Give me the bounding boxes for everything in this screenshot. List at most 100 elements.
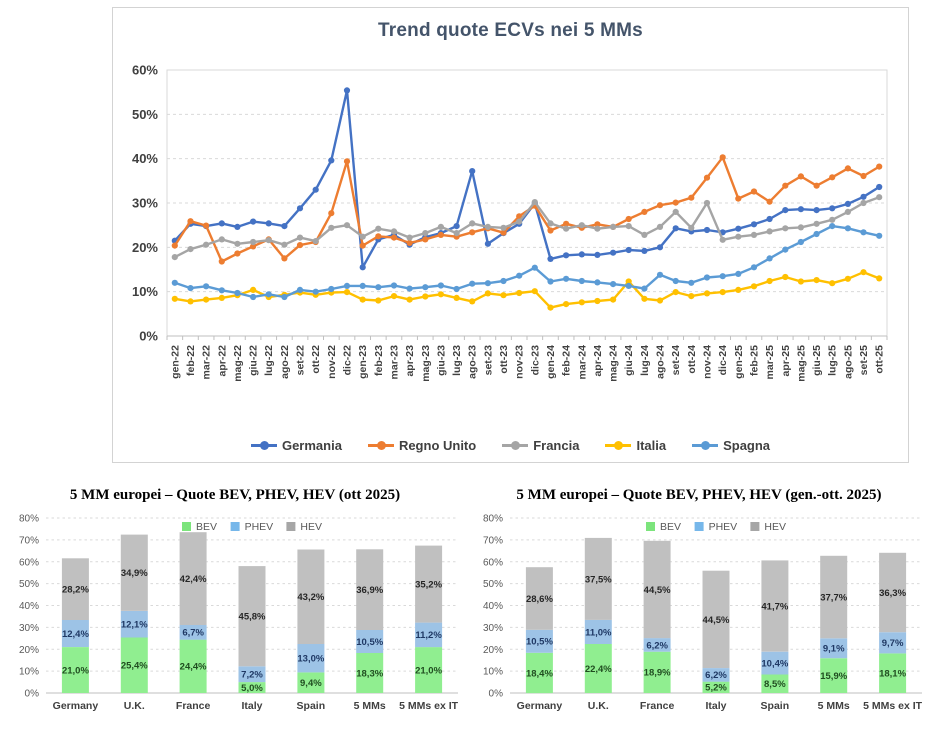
data-point-italia xyxy=(390,293,398,300)
line-series-spagna xyxy=(173,224,881,299)
data-point-spagna xyxy=(437,282,444,289)
data-point-francia xyxy=(688,224,695,231)
x-axis-month-label: giu-23 xyxy=(435,345,447,376)
data-point-italia xyxy=(672,289,679,296)
data-point-regno-unito xyxy=(422,236,429,243)
data-point-germania xyxy=(844,200,852,207)
data-point-italia xyxy=(844,275,852,282)
x-axis-month-label: gen-23 xyxy=(357,345,369,379)
x-axis-month-label: mag-24 xyxy=(608,345,620,382)
data-point-spagna xyxy=(766,255,773,262)
y-axis-tick-label: 0% xyxy=(489,689,504,700)
data-point-spagna xyxy=(203,283,210,290)
x-axis-month-label: ago-23 xyxy=(467,345,479,379)
y-axis-tick-label: 30% xyxy=(132,196,158,211)
data-point-francia xyxy=(782,225,789,232)
data-point-italia xyxy=(531,288,538,295)
data-point-spagna xyxy=(406,285,413,292)
bar-chart-ott-2025-title: 5 MM europei – Quote BEV, PHEV, HEV (ott… xyxy=(69,487,401,503)
bar-value-label: 43,2% xyxy=(297,592,324,603)
bar-phev-germany xyxy=(61,619,89,647)
data-point-italia xyxy=(343,289,351,296)
legend-line-marker-icon xyxy=(605,441,632,450)
data-point-francia xyxy=(328,224,335,231)
data-point-spagna xyxy=(265,291,272,298)
legend-label: HEV xyxy=(300,521,322,533)
bar-value-label: 37,5% xyxy=(585,574,612,585)
category-label: France xyxy=(176,700,211,712)
bar-value-label: 10,5% xyxy=(356,637,383,648)
data-point-regno-unito xyxy=(797,173,805,180)
bar-hev-u-k- xyxy=(584,537,612,620)
data-point-spagna xyxy=(187,285,194,292)
bar-bev-spain xyxy=(297,672,325,693)
data-point-italia xyxy=(437,291,444,298)
data-point-italia xyxy=(766,277,773,285)
bar-value-label: 9,1% xyxy=(823,644,845,655)
bar-value-label: 11,2% xyxy=(415,630,442,641)
data-point-italia xyxy=(547,304,554,311)
data-point-spagna xyxy=(484,280,491,287)
y-axis-tick-label: 80% xyxy=(483,514,503,525)
data-point-regno-unito xyxy=(594,221,601,228)
y-axis-tick-label: 10% xyxy=(19,667,39,678)
bar-value-label: 6,2% xyxy=(646,640,668,651)
bar-chart-ott-2025: 5 MM europei – Quote BEV, PHEV, HEV (ott… xyxy=(6,487,464,737)
y-axis-tick-label: 20% xyxy=(19,645,39,656)
bar-hev-5-mms-ex-it xyxy=(879,552,907,633)
legend-line-marker-icon xyxy=(692,441,719,450)
bar-value-label: 9,4% xyxy=(300,678,322,689)
bar-hev-spain xyxy=(761,560,789,652)
x-axis-month-label: ott-25 xyxy=(874,345,886,374)
bar-value-label: 18,4% xyxy=(526,668,553,679)
data-point-italia xyxy=(797,278,805,285)
legend-swatch-hev-icon xyxy=(750,522,760,531)
data-point-regno-unito xyxy=(829,174,836,181)
bar-phev-france xyxy=(643,638,671,652)
y-axis-tick-label: 60% xyxy=(19,557,39,568)
data-point-spagna xyxy=(876,232,883,239)
bar-value-label: 6,2% xyxy=(705,670,727,681)
data-point-germania xyxy=(234,223,241,230)
data-point-germania xyxy=(610,249,617,256)
bar-hev-5-mms xyxy=(356,549,384,630)
data-point-francia xyxy=(453,230,460,237)
data-point-italia xyxy=(750,283,758,290)
legend-swatch-phev-icon xyxy=(694,522,704,531)
legend-label: Italia xyxy=(636,438,667,453)
x-axis-month-label: mag-25 xyxy=(795,345,807,382)
data-point-italia xyxy=(359,296,366,303)
x-axis-month-label: dic-24 xyxy=(717,345,729,376)
data-point-francia xyxy=(500,224,507,231)
data-point-italia xyxy=(594,297,601,305)
legend-label: HEV xyxy=(764,521,786,533)
y-axis-tick-label: 50% xyxy=(483,579,503,590)
data-point-francia xyxy=(281,241,288,248)
data-point-regno-unito xyxy=(171,242,178,249)
bar-value-label: 7,2% xyxy=(241,670,263,681)
data-point-germania xyxy=(766,215,773,223)
data-point-spagna xyxy=(296,286,304,293)
data-point-francia xyxy=(563,225,570,232)
bar-hev-france xyxy=(643,540,671,639)
data-point-regno-unito xyxy=(437,231,444,238)
category-label: 5 MMs xyxy=(354,700,386,712)
data-point-regno-unito xyxy=(234,250,241,257)
data-point-germania xyxy=(453,223,460,230)
data-point-italia xyxy=(516,289,523,297)
data-point-spagna xyxy=(782,246,789,253)
x-axis-month-label: giu-25 xyxy=(811,345,823,376)
data-point-spagna xyxy=(547,278,554,285)
category-label: 5 MMs xyxy=(818,700,850,712)
data-point-regno-unito xyxy=(187,218,194,225)
legend-dot-icon xyxy=(511,441,521,450)
y-axis-tick-label: 40% xyxy=(483,601,503,612)
bar-value-label: 36,3% xyxy=(879,588,906,599)
data-point-italia xyxy=(813,277,820,284)
legend-line-marker-icon xyxy=(250,441,277,450)
legend-dot-icon xyxy=(614,441,624,450)
bar-value-label: 6,7% xyxy=(182,628,204,639)
y-axis-tick-label: 50% xyxy=(19,579,39,590)
x-axis-month-label: apr-23 xyxy=(404,345,416,377)
bar-hev-5-mms-ex-it xyxy=(415,545,443,623)
